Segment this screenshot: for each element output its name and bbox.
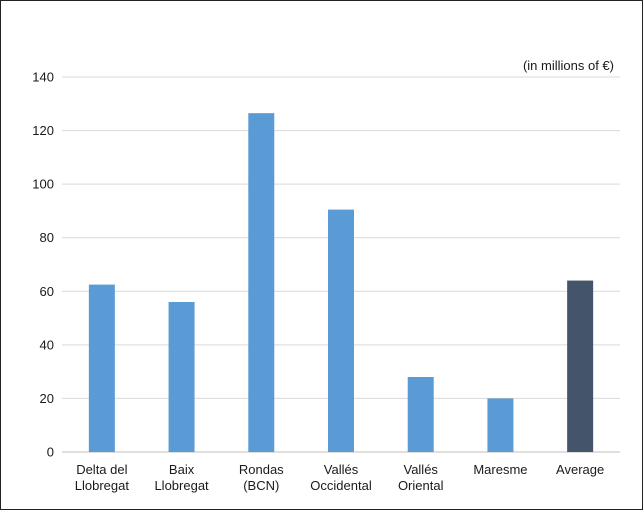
- y-tick-label: 120: [32, 123, 54, 138]
- bar: [328, 209, 354, 452]
- y-tick-label: 80: [40, 230, 54, 245]
- x-category-label: Occidental: [310, 478, 372, 493]
- y-tick-label: 140: [32, 70, 54, 85]
- bar: [567, 280, 594, 452]
- x-category-label: Baix: [169, 462, 195, 477]
- unit-note: (in millions of €): [523, 58, 614, 73]
- y-tick-label: 100: [32, 177, 54, 192]
- x-category-label: Maresme: [473, 462, 527, 477]
- bar: [88, 284, 115, 452]
- x-category-labels: Delta delLlobregatBaixLlobregatRondas(BC…: [75, 462, 604, 493]
- bar: [168, 302, 195, 452]
- y-tick-label: 20: [40, 391, 54, 406]
- y-tick-label: 40: [40, 337, 54, 352]
- x-category-label: Oriental: [398, 478, 444, 493]
- x-category-label: Llobregat: [154, 478, 209, 493]
- x-category-label: Rondas: [239, 462, 284, 477]
- x-category-label: Llobregat: [75, 478, 130, 493]
- x-category-label: Average: [556, 462, 604, 477]
- x-category-label: Vallés: [324, 462, 359, 477]
- bar: [407, 377, 434, 452]
- y-tick-labels: 0 20 40 60 80 100 120 140: [32, 70, 54, 460]
- x-category-label: (BCN): [243, 478, 279, 493]
- bar: [487, 398, 514, 452]
- bar: [248, 113, 275, 453]
- bars: [88, 113, 594, 453]
- y-tick-label: 0: [47, 445, 54, 460]
- y-tick-label: 60: [40, 284, 54, 299]
- x-category-label: Vallés: [403, 462, 438, 477]
- x-category-label: Delta del: [76, 462, 127, 477]
